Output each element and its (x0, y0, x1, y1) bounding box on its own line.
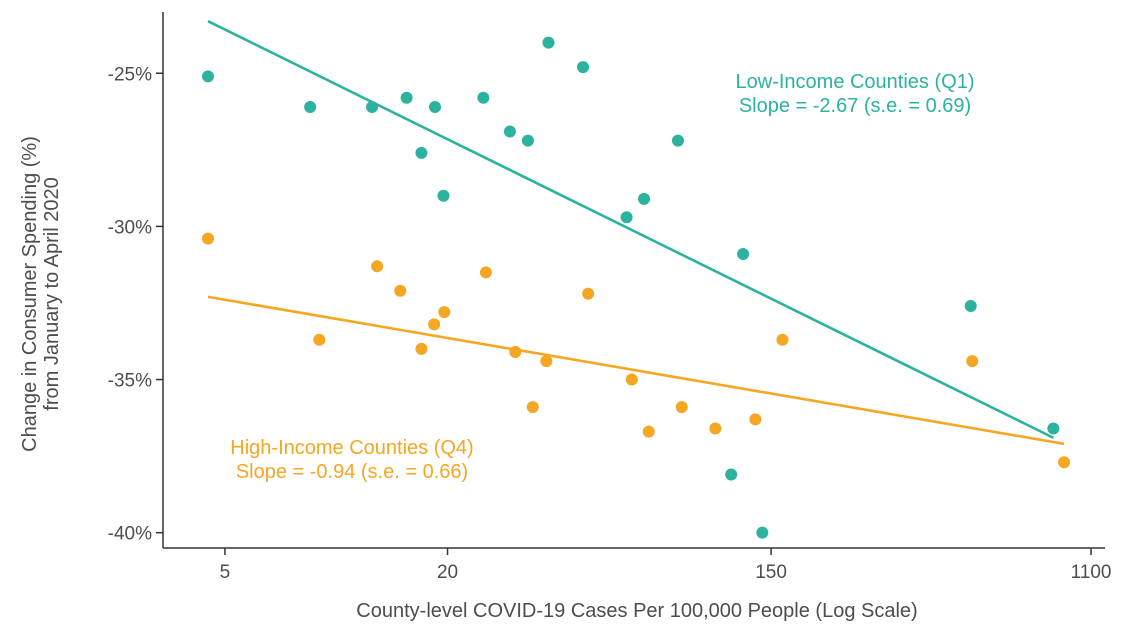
y-tick-label: -40% (108, 524, 152, 545)
low-income-point (437, 189, 450, 202)
low-income-point (415, 146, 428, 159)
low-income-fit-line (207, 20, 1054, 439)
low-income-point (725, 468, 738, 481)
low-income-point (202, 70, 215, 83)
plot-area (202, 20, 1071, 539)
high-income-point (625, 373, 638, 386)
low-income-slope: Slope = -2.67 (s.e. = 0.69) (739, 95, 971, 117)
high-income-point (582, 287, 595, 300)
low-income-point (1047, 422, 1060, 435)
x-tick-label: 1100 (1071, 562, 1112, 583)
low-income-point (620, 211, 633, 224)
y-tick-label: -25% (108, 64, 152, 85)
high-income-point (509, 345, 522, 358)
low-income-point (737, 247, 750, 260)
high-income-point (540, 355, 553, 368)
high-income-point (415, 342, 428, 355)
low-income-point (638, 192, 651, 205)
low-income-point (366, 100, 379, 113)
low-income-point (503, 125, 516, 138)
y-axis-ticks: -25% -30% -35% -40% (108, 64, 163, 545)
low-income-point (577, 61, 590, 74)
y-tick-label: -35% (108, 371, 152, 392)
low-income-point (964, 300, 977, 313)
high-income-point (394, 284, 407, 297)
high-income-point (776, 333, 789, 346)
high-income-point (675, 401, 688, 414)
high-income-point (966, 355, 979, 368)
low-income-point (521, 134, 534, 147)
high-income-point (202, 232, 215, 245)
y-axis-title-line2: from January to April 2020 (41, 177, 63, 410)
high-income-fit-line (207, 295, 1065, 446)
y-axis-title: Change in Consumer Spending (%) (19, 136, 41, 452)
high-income-point (479, 266, 492, 279)
high-income-label: High-Income Counties (Q4) (230, 437, 473, 459)
high-income-point (371, 260, 384, 273)
high-income-point (526, 401, 539, 414)
x-axis-ticks: 5 20 150 1100 (220, 548, 1112, 583)
high-income-point (642, 425, 655, 438)
x-tick-label: 20 (437, 562, 458, 583)
high-income-point (749, 413, 762, 426)
y-tick-label: -30% (108, 217, 152, 238)
high-income-point (313, 333, 326, 346)
high-income-point (1058, 456, 1071, 469)
low-income-point (756, 526, 769, 539)
x-tick-label: 5 (220, 562, 231, 583)
low-income-point (429, 100, 442, 113)
x-tick-label: 150 (755, 562, 787, 583)
low-income-point (671, 134, 684, 147)
x-axis-title: County-level COVID-19 Cases Per 100,000 … (356, 600, 917, 622)
high-income-point (438, 306, 451, 319)
high-income-point (709, 422, 722, 435)
high-income-slope: Slope = -0.94 (s.e. = 0.66) (236, 461, 468, 483)
high-income-point (428, 318, 441, 331)
low-income-point (477, 91, 490, 104)
low-income-point (304, 100, 317, 113)
low-income-point (542, 36, 555, 49)
low-income-point (400, 91, 413, 104)
low-income-label: Low-Income Counties (Q1) (736, 71, 975, 93)
